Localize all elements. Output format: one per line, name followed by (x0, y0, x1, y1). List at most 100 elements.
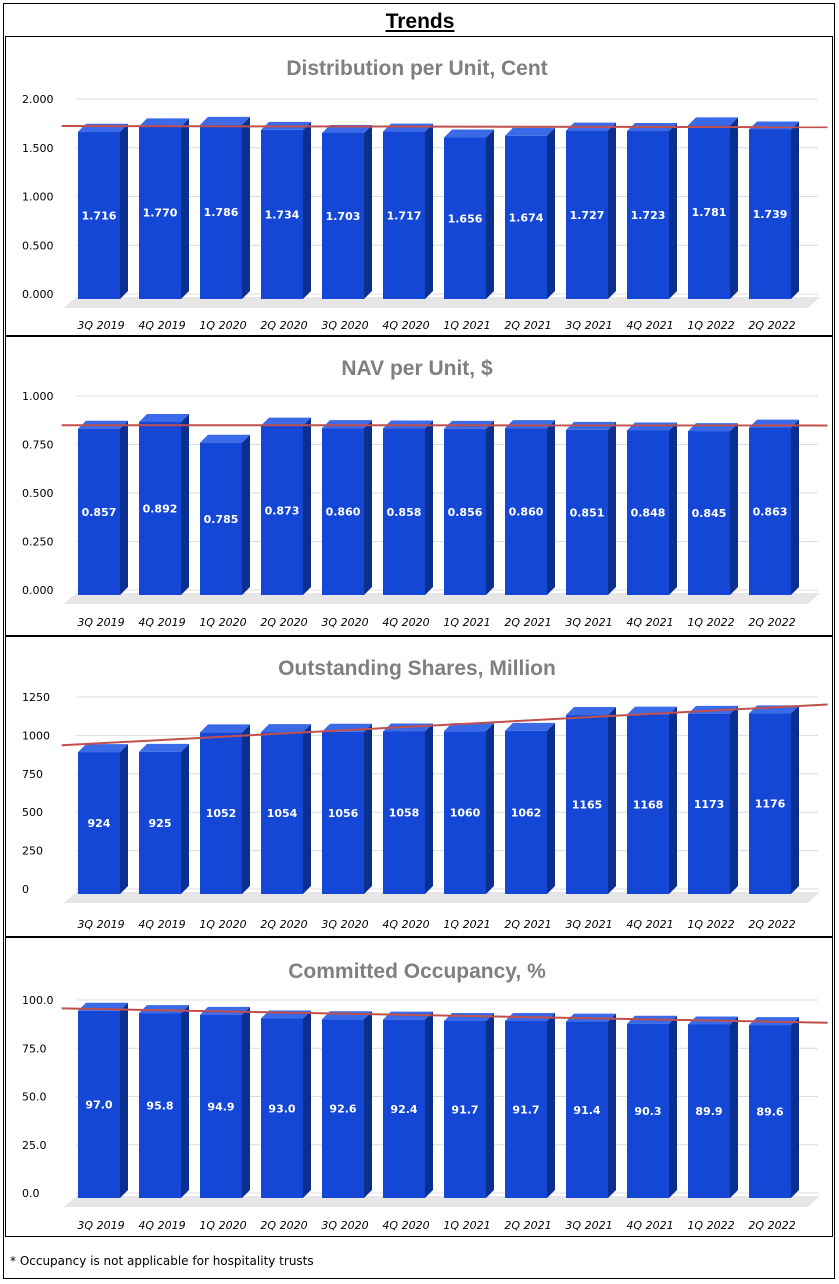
bar-side (730, 1016, 738, 1198)
bar-top (78, 744, 128, 753)
y-tick-label: 1000 (22, 729, 50, 742)
x-tick-label: 2Q 2020 (260, 616, 307, 629)
bar-top (200, 116, 250, 125)
bar (444, 1021, 486, 1198)
bar (688, 1024, 730, 1198)
data-label: 1.734 (265, 208, 300, 221)
bar-side (486, 129, 494, 299)
bar-side (730, 117, 738, 299)
bar (505, 428, 547, 595)
bar (627, 714, 669, 894)
bar (200, 442, 242, 595)
chart-panel-shares: Outstanding Shares, Million 0 250 500 750 100… (5, 636, 833, 937)
bar-side (730, 423, 738, 595)
bar-side (425, 123, 433, 299)
x-tick-label: 4Q 2021 (626, 918, 673, 931)
y-tick-label: 0.500 (22, 239, 54, 252)
bar (78, 131, 120, 299)
bar-side (425, 420, 433, 595)
y-tick-label: 2.000 (22, 93, 54, 106)
data-label: 0.845 (692, 507, 727, 520)
bar-side (486, 723, 494, 894)
y-tick-label: 0.0 (22, 1187, 40, 1200)
bar (139, 421, 181, 595)
x-tick-label: 2Q 2021 (504, 616, 551, 629)
x-tick-label: 2Q 2021 (504, 319, 551, 332)
bar-top (383, 123, 433, 132)
bar-side (425, 723, 433, 894)
x-tick-label: 4Q 2019 (138, 918, 185, 931)
bar-top (505, 127, 555, 136)
data-label: 1.716 (82, 209, 117, 222)
chart-floor (64, 1196, 820, 1207)
data-label: 1054 (267, 807, 298, 820)
data-label: 89.9 (695, 1105, 722, 1118)
bar-top (444, 129, 494, 138)
y-tick-label: 100.0 (22, 994, 54, 1007)
bar-top (139, 413, 189, 422)
data-label: 92.4 (390, 1103, 417, 1116)
data-label: 1058 (389, 807, 420, 820)
data-label: 1.770 (143, 207, 178, 220)
x-tick-label: 3Q 2021 (565, 616, 612, 629)
x-tick-label: 2Q 2021 (504, 918, 551, 931)
bar-side (791, 705, 799, 894)
bar-side (791, 121, 799, 299)
data-label: 924 (88, 817, 111, 830)
bar (749, 129, 791, 299)
x-tick-label: 1Q 2022 (687, 319, 734, 332)
x-tick-label: 1Q 2020 (199, 1219, 246, 1232)
data-label: 91.7 (451, 1104, 478, 1117)
bar-top (505, 722, 555, 731)
bar-top (627, 422, 677, 431)
page-title: Trends (385, 10, 455, 33)
bar (749, 1025, 791, 1198)
chart-panel-occupancy: Committed Occupancy, % 0.0 25.0 50.0 75.0 100… (5, 937, 833, 1237)
chart-panel-distribution: Distribution per Unit, Cent 0.000 0.500 1.0… (5, 36, 833, 336)
bar-side (242, 116, 250, 300)
data-label: 0.892 (143, 502, 178, 515)
bar-side (120, 744, 128, 894)
bar-side (608, 122, 616, 300)
chart-floor (64, 593, 820, 604)
bar-side (608, 421, 616, 595)
data-label: 0.858 (387, 506, 422, 519)
x-tick-label: 2Q 2022 (748, 616, 795, 629)
bar (322, 428, 364, 595)
data-label: 94.9 (207, 1100, 234, 1113)
x-tick-label: 2Q 2020 (260, 918, 307, 931)
bar (322, 731, 364, 894)
data-label: 1.781 (692, 206, 727, 219)
distribution-chart: Distribution per Unit, Cent 0.000 0.500 1.0… (22, 57, 828, 332)
bar (78, 428, 120, 595)
x-tick-label: 3Q 2020 (321, 319, 368, 332)
x-tick-label: 4Q 2020 (382, 616, 429, 629)
bar-side (669, 706, 677, 894)
x-tick-label: 4Q 2019 (138, 319, 185, 332)
x-tick-label: 1Q 2020 (199, 918, 246, 931)
x-tick-label: 3Q 2021 (565, 1219, 612, 1232)
x-tick-label: 4Q 2019 (138, 1219, 185, 1232)
bar-side (730, 705, 738, 894)
y-tick-label: 0.000 (22, 584, 54, 597)
x-tick-label: 4Q 2020 (382, 918, 429, 931)
bar-side (669, 422, 677, 595)
bar (566, 1021, 608, 1198)
data-label: 1168 (633, 798, 664, 811)
bar-side (608, 1013, 616, 1198)
bar-side (669, 123, 677, 299)
bar-side (181, 743, 189, 894)
data-label: 91.7 (512, 1104, 539, 1117)
occupancy-chart: Committed Occupancy, % 0.0 25.0 50.0 75.0 100… (22, 960, 828, 1232)
bar-side (303, 1010, 311, 1198)
x-tick-label: 4Q 2020 (382, 319, 429, 332)
y-tick-label: 250 (22, 845, 43, 858)
y-tick-label: 0.500 (22, 487, 54, 500)
bar-side (791, 419, 799, 595)
bar (505, 135, 547, 299)
y-tick-label: 0.000 (22, 288, 54, 301)
data-label: 97.0 (85, 1098, 112, 1111)
trendline (61, 1007, 828, 1024)
bar-side (608, 707, 616, 894)
x-tick-label: 1Q 2020 (199, 319, 246, 332)
